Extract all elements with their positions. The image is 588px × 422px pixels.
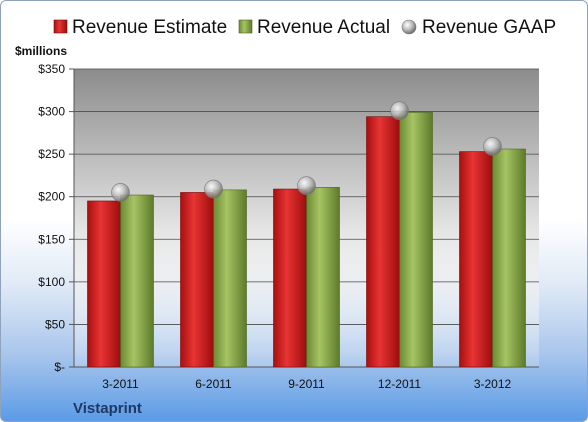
gaap-marker [204, 179, 223, 199]
legend-label-actual: Revenue Actual [257, 17, 390, 38]
gaap-markers [111, 101, 502, 202]
x-tick-label: 9-2011 [288, 377, 325, 391]
legend-swatch-estimate [53, 19, 68, 34]
legend-marker-gaap [401, 19, 417, 35]
legend-label-gaap: Revenue GAAP [422, 17, 556, 38]
gaap-marker [390, 101, 409, 121]
unit-label: $millions [15, 44, 67, 58]
gaap-marker [483, 137, 502, 156]
bar-actual [492, 148, 526, 368]
y-tick-label: $200 [38, 190, 65, 204]
bar-estimate [87, 200, 121, 368]
bar-actual [399, 112, 433, 368]
bar-estimate [180, 192, 214, 368]
bar-actual [120, 194, 154, 368]
company-label: Vistaprint [73, 400, 142, 417]
y-axis: $- $50 $100 $150 $200 $250 $300 $350 [38, 62, 75, 374]
y-tick-label: $150 [38, 232, 65, 246]
gaap-marker [111, 183, 130, 202]
bar-actual [213, 189, 247, 368]
y-tick-label: $100 [38, 275, 65, 289]
x-tick-label: 3-2012 [474, 377, 512, 391]
y-tick-label: $350 [38, 62, 65, 76]
gaap-marker [297, 176, 316, 195]
x-axis: 3-2011 6-2011 9-2011 12-2011 3-2012 [102, 377, 511, 391]
y-tick-label: $250 [38, 147, 65, 161]
y-tick-label: $- [54, 360, 65, 374]
y-tick-label: $300 [38, 105, 65, 119]
legend: Revenue Estimate Revenue Actual Revenue … [53, 17, 556, 38]
bar-actual [306, 187, 340, 368]
x-tick-label: 12-2011 [378, 377, 421, 391]
bars [87, 112, 526, 368]
bar-estimate [459, 151, 493, 368]
bar-estimate [273, 188, 307, 368]
y-tick-label: $50 [45, 317, 65, 331]
legend-label-estimate: Revenue Estimate [72, 17, 227, 38]
bar-estimate [366, 116, 400, 368]
x-tick-label: 3-2011 [102, 377, 139, 391]
legend-swatch-actual [238, 19, 253, 34]
x-tick-label: 6-2011 [195, 377, 232, 391]
